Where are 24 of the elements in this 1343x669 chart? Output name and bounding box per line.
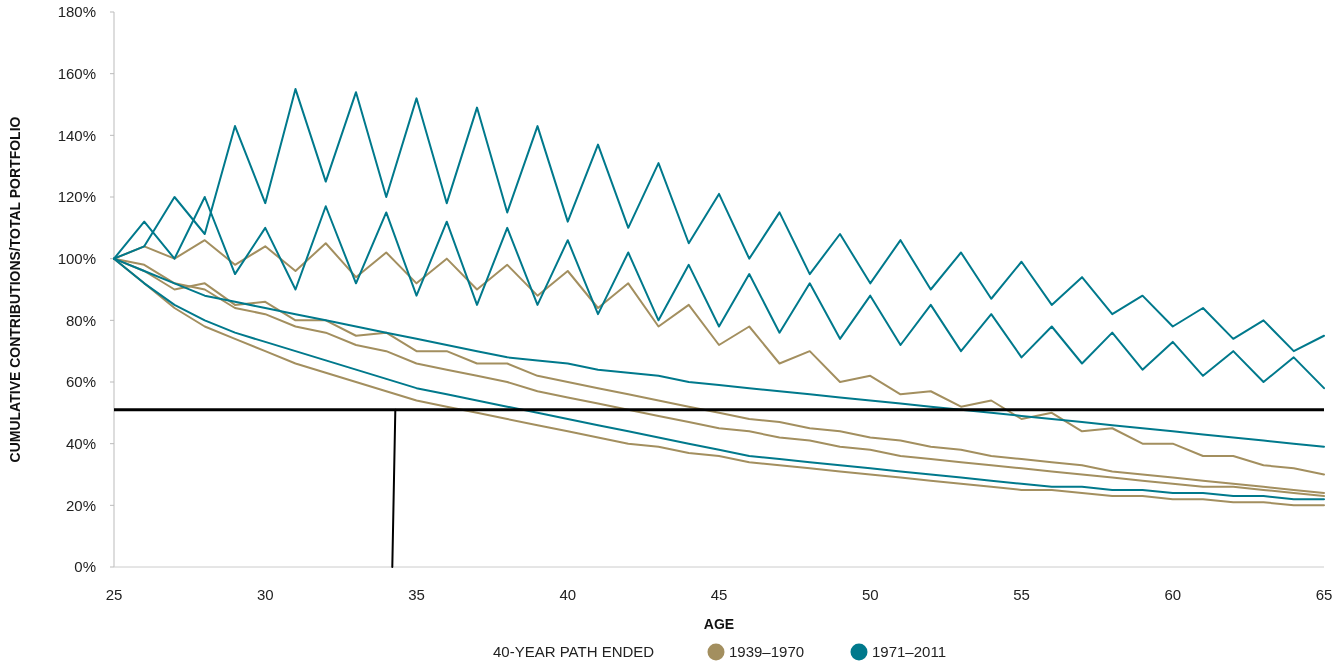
x-tick-label: 30: [256, 586, 274, 603]
y-tick-label: 0%: [74, 558, 96, 576]
x-tick-label: 55: [1013, 586, 1030, 603]
y-tick-label: 100%: [57, 249, 96, 267]
x-tick-label: 25: [105, 586, 123, 603]
y-tick-label: 140%: [57, 126, 96, 144]
x-tick-label: 40: [559, 586, 577, 603]
x-axis-title: AGE: [703, 616, 735, 632]
y-tick-label: 80%: [65, 311, 96, 329]
y-tick-label: 180%: [57, 3, 96, 21]
y-tick-label: 120%: [57, 188, 96, 206]
y-tick-label: 60%: [65, 373, 96, 391]
y-tick-label: 40%: [65, 434, 96, 452]
x-tick-label: 35: [408, 586, 425, 603]
x-tick-label: 65: [1315, 586, 1333, 603]
x-tick-label: 60: [1164, 586, 1182, 603]
legend-label: 1939–1970: [729, 643, 805, 660]
y-tick-label: 160%: [57, 64, 96, 82]
y-axis-title: CUMULATIVE CONTRIBUTIONS/TOTAL PORTFOLIO: [7, 116, 23, 463]
legend-title: 40-YEAR PATH ENDED: [493, 643, 655, 660]
y-tick-label: 20%: [65, 496, 96, 514]
legend-label: 1971–2011: [872, 643, 946, 660]
x-tick-label: 50: [861, 586, 879, 603]
x-tick-label: 45: [710, 586, 728, 603]
